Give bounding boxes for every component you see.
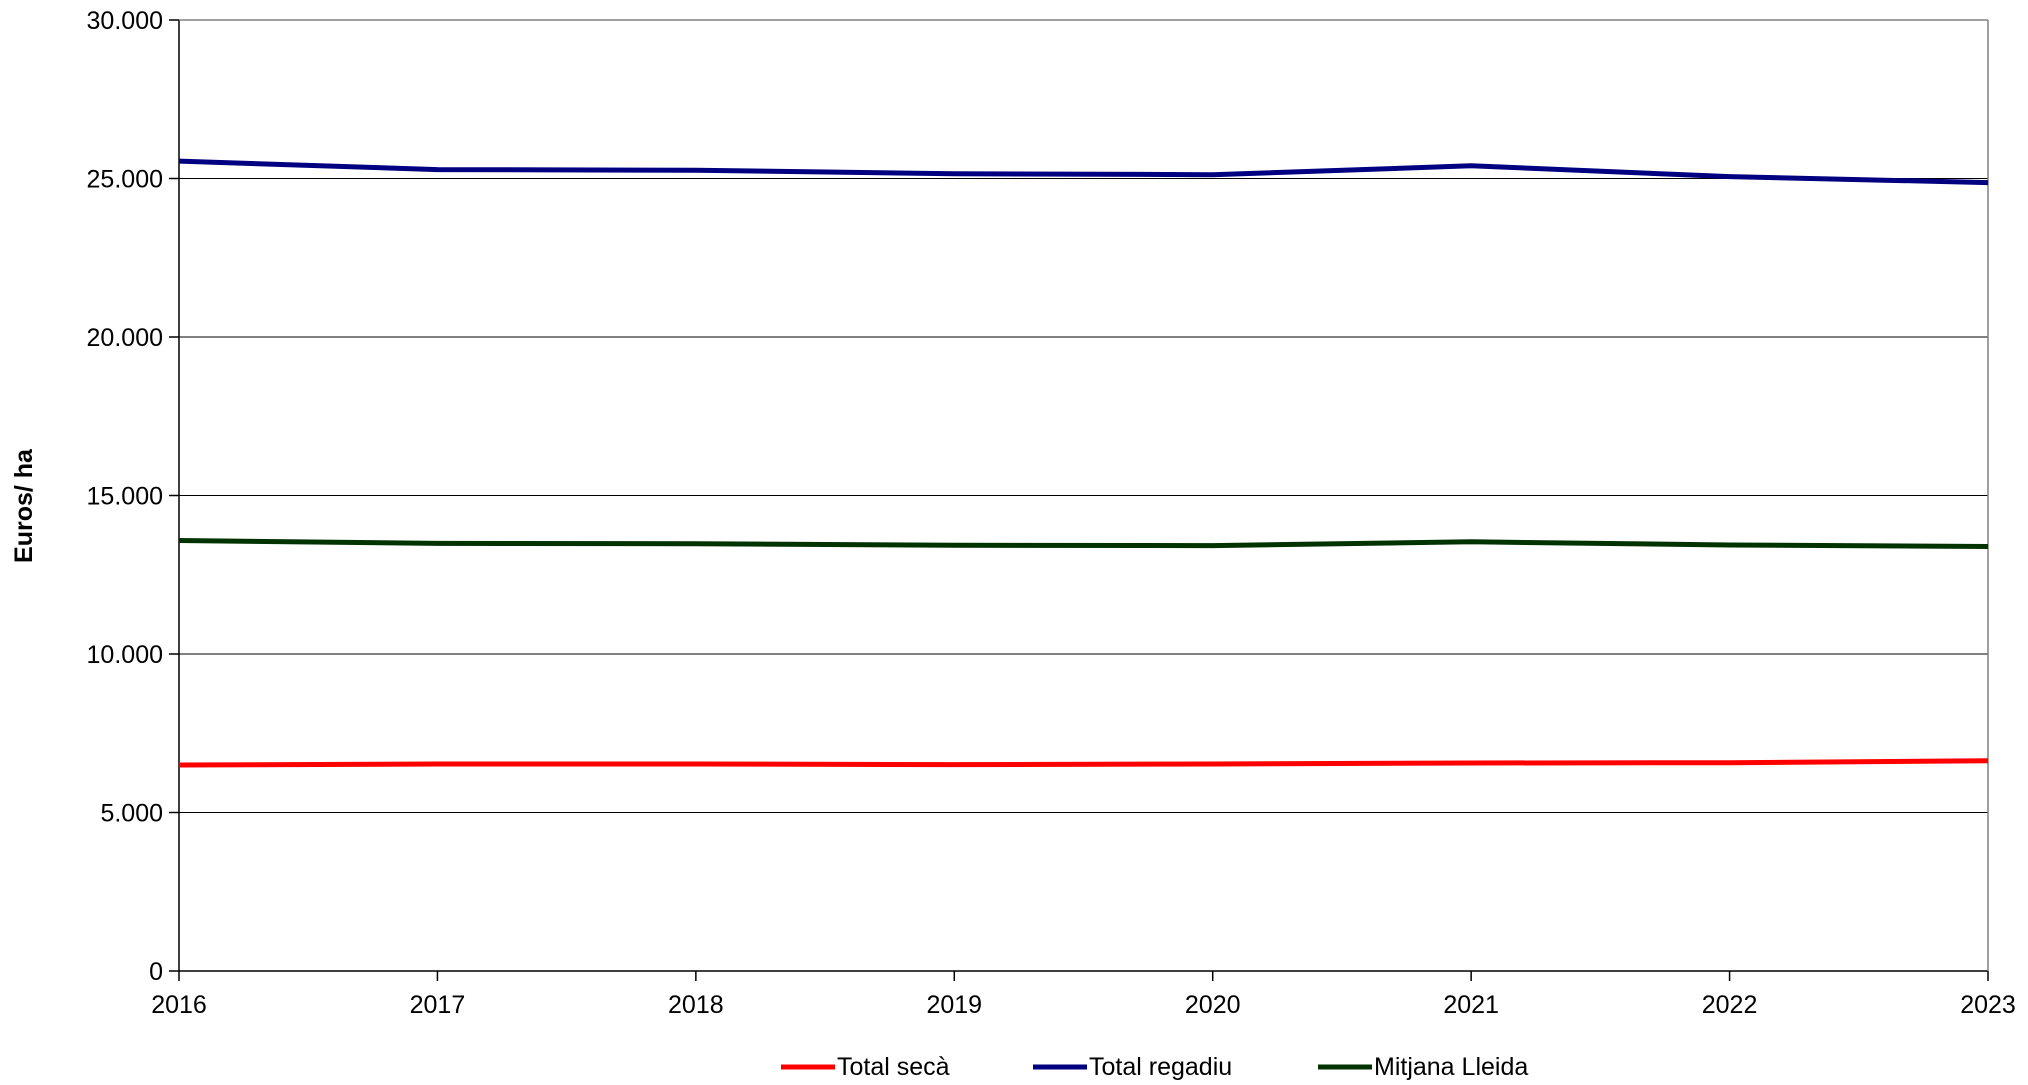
y-axis-title: Euros/ ha — [10, 448, 38, 563]
legend-label: Total regadiu — [1089, 1053, 1232, 1081]
x-tick-label: 2018 — [668, 991, 724, 1019]
x-tick-label: 2017 — [410, 991, 466, 1019]
series-line-1 — [178, 158, 1989, 186]
y-tick-label: 5.000 — [100, 800, 163, 828]
legend-item: Total secà — [781, 1053, 950, 1081]
series-lines — [178, 158, 1989, 768]
legend-item: Total regadiu — [1033, 1053, 1232, 1081]
legend-label: Total secà — [837, 1053, 950, 1081]
legend-item: Mitjana Lleida — [1318, 1053, 1528, 1081]
x-tick-label: 2023 — [1960, 991, 2016, 1019]
x-tick-label: 2022 — [1702, 991, 1758, 1019]
y-tick-label: 20.000 — [87, 324, 163, 352]
y-tick-label: 30.000 — [87, 7, 163, 35]
y-tick-label: 25.000 — [87, 166, 163, 194]
legend-label: Mitjana Lleida — [1374, 1053, 1528, 1081]
x-tick-label: 2020 — [1185, 991, 1241, 1019]
x-tick-label: 2021 — [1443, 991, 1499, 1019]
y-tick-label: 10.000 — [87, 641, 163, 669]
y-tick-label: 15.000 — [87, 483, 163, 511]
series-line-0 — [178, 758, 1989, 768]
legend: Total secà Total regadiu Mitjana Lleida — [781, 1053, 1528, 1081]
y-tick-label: 0 — [149, 958, 163, 986]
x-tick-label: 2019 — [926, 991, 982, 1019]
axes — [169, 19, 1989, 981]
x-tick-label: 2016 — [151, 991, 207, 1019]
series-line-2 — [178, 538, 1989, 549]
tick-labels: 0 5.000 10.000 15.000 20.000 25.000 30.000 2016… — [87, 7, 2016, 1019]
